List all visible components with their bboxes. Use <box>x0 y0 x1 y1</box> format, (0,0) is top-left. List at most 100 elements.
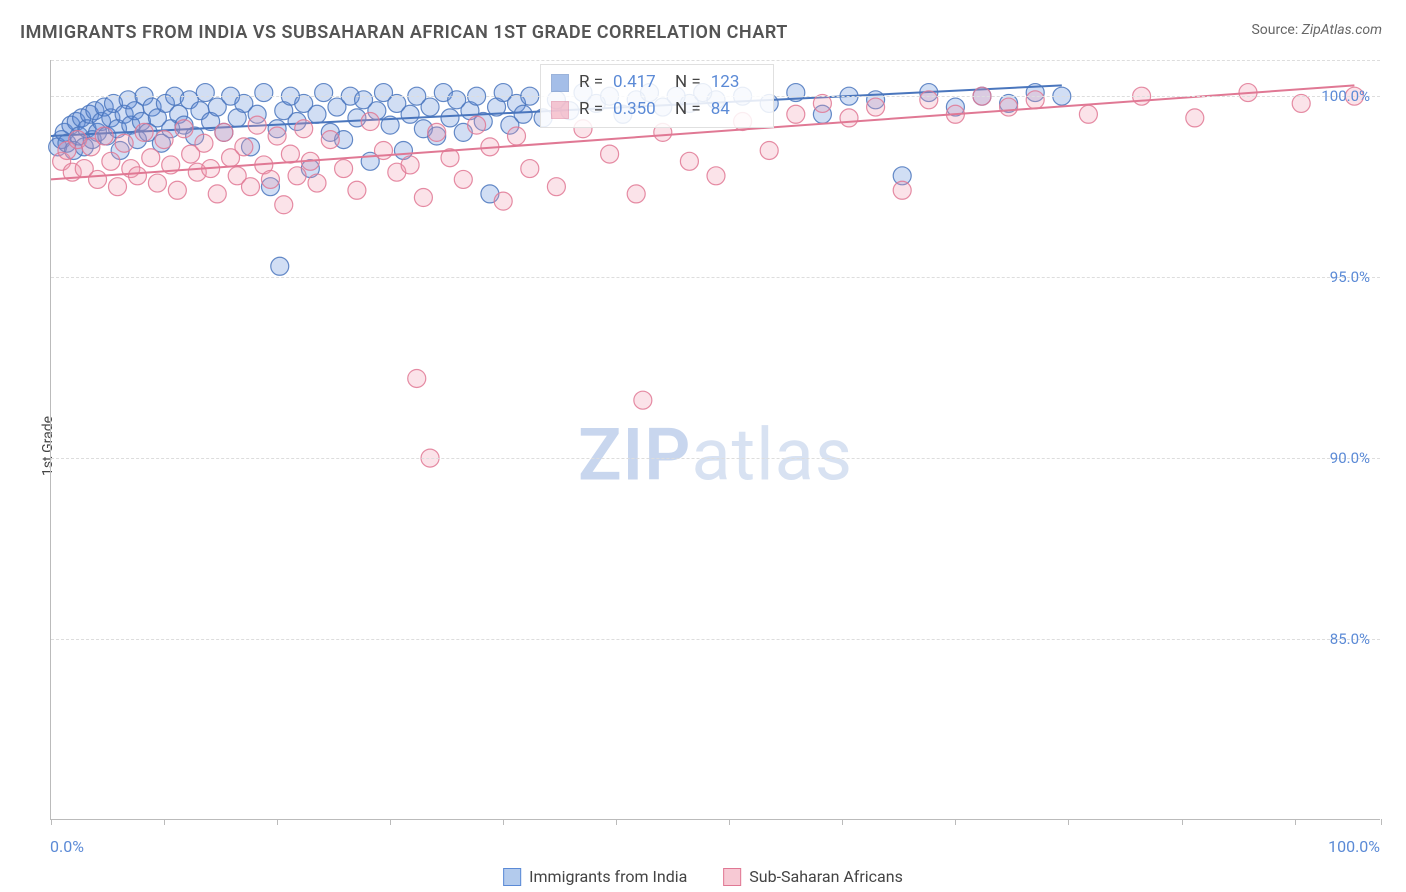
correlation-legend: R = 0.417 N = 123 R = 0.350 N = 84 <box>540 64 774 128</box>
x-tick <box>51 819 52 825</box>
data-point-ssa <box>175 120 193 138</box>
data-point-ssa <box>867 98 885 116</box>
data-point-ssa <box>288 167 306 185</box>
data-point-ssa <box>235 138 253 156</box>
data-point-ssa <box>787 105 805 123</box>
x-tick <box>1381 819 1382 825</box>
legend-swatch <box>503 868 521 886</box>
legend-swatch <box>723 868 741 886</box>
r-value: 0.350 <box>613 96 665 123</box>
data-point-india <box>421 98 439 116</box>
data-point-ssa <box>707 167 725 185</box>
data-point-ssa <box>128 167 146 185</box>
data-point-ssa <box>408 369 426 387</box>
source-value: ZipAtlas.com <box>1302 22 1382 38</box>
data-point-ssa <box>401 156 419 174</box>
data-point-ssa <box>275 196 293 214</box>
data-point-ssa <box>261 170 279 188</box>
data-point-ssa <box>1000 98 1018 116</box>
data-point-ssa <box>109 178 127 196</box>
source-attribution: Source: ZipAtlas.com <box>1251 22 1382 38</box>
data-point-ssa <box>115 134 133 152</box>
data-point-ssa <box>494 192 512 210</box>
corr-legend-row-india: R = 0.417 N = 123 <box>551 69 763 96</box>
y-tick-label: 100.0% <box>1321 87 1370 105</box>
data-point-ssa <box>142 149 160 167</box>
data-point-ssa <box>760 141 778 159</box>
y-tick-label: 95.0% <box>1330 268 1370 286</box>
data-point-ssa <box>840 109 858 127</box>
gridline <box>51 458 1380 459</box>
data-point-ssa <box>268 127 286 145</box>
x-axis-max-label: 100.0% <box>1328 837 1380 856</box>
correlation-chart: IMMIGRANTS FROM INDIA VS SUBSAHARAN AFRI… <box>0 0 1406 892</box>
data-point-ssa <box>281 145 299 163</box>
data-point-ssa <box>920 91 938 109</box>
x-tick <box>390 819 391 825</box>
data-point-ssa <box>521 160 539 178</box>
data-point-ssa <box>468 116 486 134</box>
corr-legend-row-ssa: R = 0.350 N = 84 <box>551 96 763 123</box>
data-point-ssa <box>135 123 153 141</box>
data-point-ssa <box>208 185 226 203</box>
x-tick <box>616 819 617 825</box>
x-tick <box>1068 819 1069 825</box>
r-label: R = <box>579 96 603 123</box>
x-tick <box>164 819 165 825</box>
data-point-ssa <box>1026 91 1044 109</box>
y-tick-label: 85.0% <box>1330 630 1370 648</box>
data-point-ssa <box>508 127 526 145</box>
legend-item: Sub-Saharan Africans <box>723 867 903 886</box>
data-point-ssa <box>893 181 911 199</box>
x-tick <box>1295 819 1296 825</box>
data-point-ssa <box>155 131 173 149</box>
n-label: N = <box>675 69 701 96</box>
data-point-ssa <box>89 170 107 188</box>
data-point-ssa <box>414 189 432 207</box>
data-point-ssa <box>195 134 213 152</box>
data-point-ssa <box>1186 109 1204 127</box>
data-point-india <box>401 105 419 123</box>
data-point-india <box>271 257 289 275</box>
data-point-ssa <box>102 152 120 170</box>
data-point-ssa <box>1079 105 1097 123</box>
series-legend: Immigrants from India Sub-Saharan African… <box>503 867 903 886</box>
n-value: 123 <box>711 69 763 96</box>
data-point-ssa <box>348 181 366 199</box>
data-point-ssa <box>215 123 233 141</box>
data-point-ssa <box>95 127 113 145</box>
x-tick <box>955 819 956 825</box>
r-value: 0.417 <box>613 69 665 96</box>
data-point-ssa <box>168 181 186 199</box>
gridline <box>51 60 1380 61</box>
data-point-ssa <box>680 152 698 170</box>
n-label: N = <box>675 96 701 123</box>
legend-label: Immigrants from India <box>529 867 687 886</box>
y-tick-label: 90.0% <box>1330 449 1370 467</box>
source-label: Source: <box>1251 22 1298 38</box>
chart-title: IMMIGRANTS FROM INDIA VS SUBSAHARAN AFRI… <box>20 22 788 43</box>
data-point-ssa <box>148 174 166 192</box>
n-value: 84 <box>711 96 763 123</box>
data-point-india <box>308 105 326 123</box>
plot-svg <box>51 60 1380 819</box>
data-point-india <box>514 105 532 123</box>
x-tick <box>503 819 504 825</box>
swatch-ssa <box>551 101 569 119</box>
data-point-ssa <box>627 185 645 203</box>
data-point-india <box>441 109 459 127</box>
data-point-india <box>315 84 333 102</box>
legend-label: Sub-Saharan Africans <box>749 867 903 886</box>
data-point-ssa <box>242 178 260 196</box>
data-point-india <box>255 84 273 102</box>
data-point-ssa <box>634 391 652 409</box>
x-tick <box>1182 819 1183 825</box>
data-point-ssa <box>248 116 266 134</box>
swatch-india <box>551 74 569 92</box>
data-point-ssa <box>321 131 339 149</box>
data-point-india <box>196 84 214 102</box>
x-tick <box>277 819 278 825</box>
data-point-ssa <box>295 120 313 138</box>
data-point-ssa <box>601 145 619 163</box>
r-label: R = <box>579 69 603 96</box>
